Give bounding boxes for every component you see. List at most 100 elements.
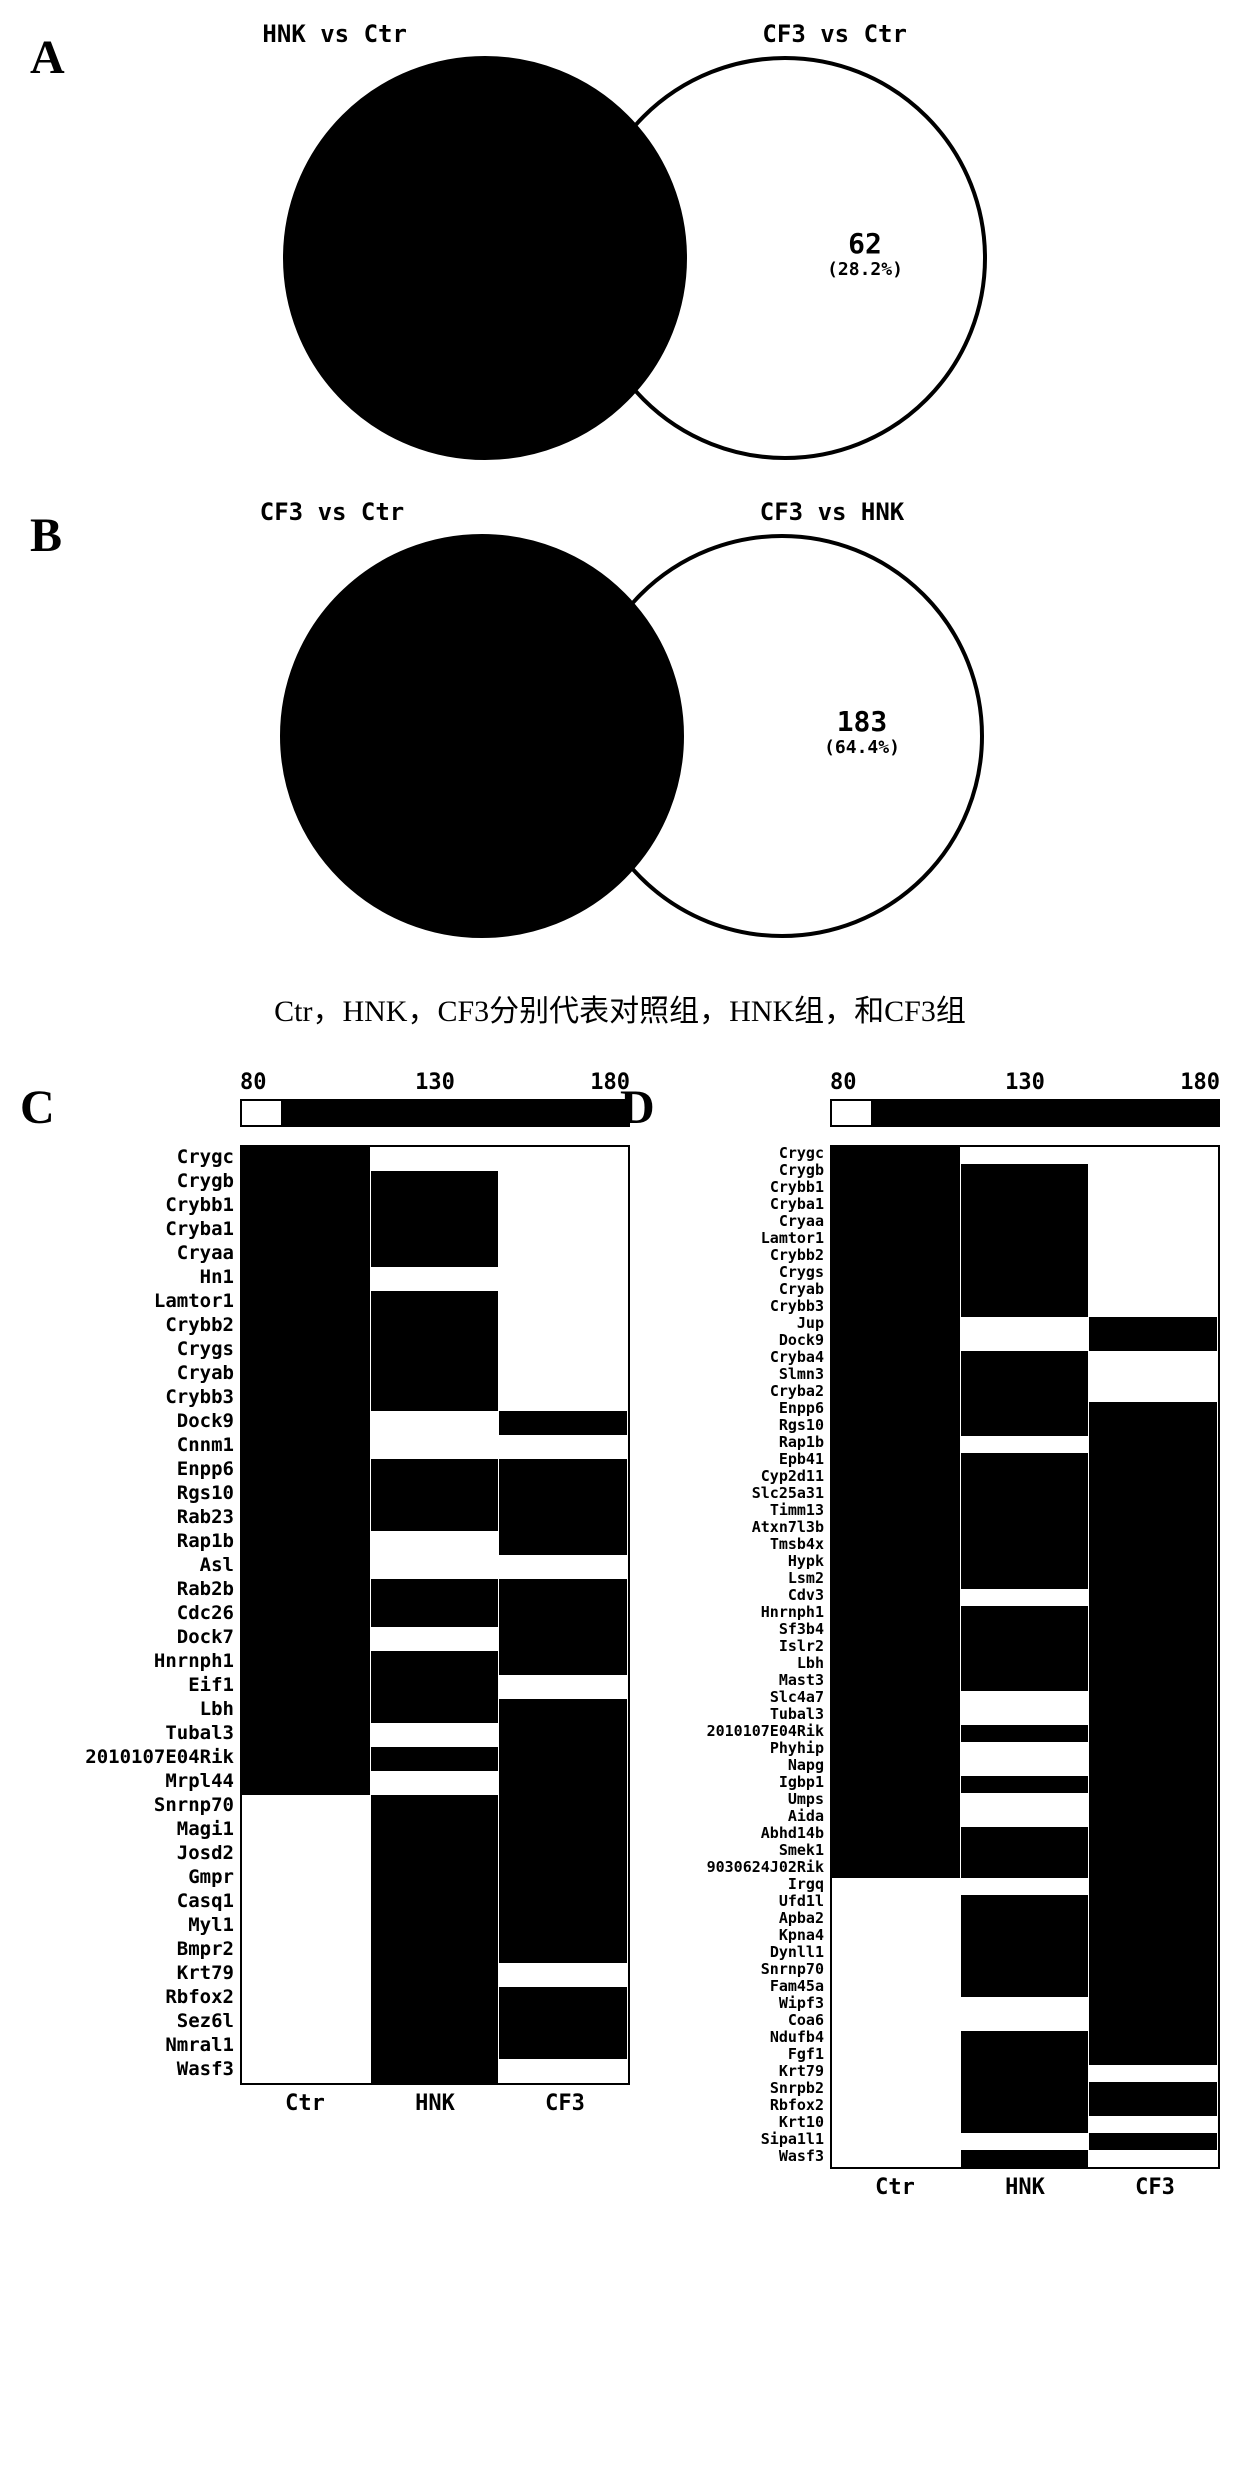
heatmap-cell [371,1603,500,1627]
heatmap-cell [832,1980,961,1997]
heatmap-cell [242,1867,371,1891]
heatmap-cell [1089,1759,1218,1776]
heatmap-cell [961,1419,1090,1436]
heatmap-cell [371,1579,500,1603]
heatmap-row-label: Wipf3 [779,1995,830,2012]
heatmap-cell [832,1912,961,1929]
heatmap-cell [499,1747,628,1771]
svg-text:62: 62 [848,227,882,260]
heatmap-cell [832,1317,961,1334]
heatmap-row [832,1334,1218,1351]
heatmap-row [832,1402,1218,1419]
heatmap-row [832,2116,1218,2133]
heatmap-row [832,1232,1218,1249]
heatmap-row [832,1844,1218,1861]
heatmap-cell [499,1987,628,2011]
heatmap-cell [371,2011,500,2035]
heatmap-row-label: Crybb2 [770,1247,830,1264]
heatmap-cell [1089,2116,1218,2133]
heatmap-row [242,1339,628,1363]
heatmap-cell [242,1459,371,1483]
heatmap-cell [961,1300,1090,1317]
heatmap-cell [961,1742,1090,1759]
heatmap-cell [832,1181,961,1198]
scale-tick: 130 [960,1070,1090,1095]
heatmap-cell [1089,1249,1218,1266]
heatmap-row [832,1708,1218,1725]
heatmap-row-label: Wasf3 [779,2148,830,2165]
heatmap-cell [1089,1572,1218,1589]
heatmap-cell [832,1674,961,1691]
heatmap-row [832,2014,1218,2031]
heatmap-cell [832,1691,961,1708]
heatmap-row [242,1915,628,1939]
heatmap-row-label: Rap1b [779,1434,830,1451]
heatmap-cell [1089,1487,1218,1504]
heatmap-cell [1089,1606,1218,1623]
heatmap-cell [961,1980,1090,1997]
heatmap-cell [242,1603,371,1627]
heatmap-row-label: Nmral1 [165,2033,240,2057]
heatmap-row [832,1776,1218,1793]
heatmap-row [832,1861,1218,1878]
heatmap-cell [499,1483,628,1507]
heatmap-cell [499,1555,628,1579]
heatmap-row-label: Hn1 [200,1265,240,1289]
heatmap-row [242,1747,628,1771]
panel-d-label: D [620,1080,655,1135]
heatmap-row-label: Crygb [779,1162,830,1179]
heatmap-row [242,1939,628,1963]
heatmap-row [832,1453,1218,1470]
heatmap-row-label: Rgs10 [177,1481,240,1505]
heatmap-cell [832,1827,961,1844]
heatmap-row [242,1843,628,1867]
heatmap-cell [832,1861,961,1878]
heatmap-column-label: Ctr [240,2091,370,2116]
heatmap-cell [832,1487,961,1504]
heatmap-row-label: Myl1 [188,1913,240,1937]
heatmap-cell [499,1459,628,1483]
heatmap-cell [961,1181,1090,1198]
heatmap-cell [961,2031,1090,2048]
heatmap-cell [1089,1725,1218,1742]
heatmap-row [832,1555,1218,1572]
heatmap-cell [371,1363,500,1387]
heatmap-row-label: Enpp6 [177,1457,240,1481]
heatmap-cell [1089,1317,1218,1334]
scale-tick: 180 [500,1070,630,1095]
heatmap-cell [242,1387,371,1411]
heatmap-row-label: Magi1 [177,1817,240,1841]
heatmap-row-label: Sf3b4 [779,1621,830,1638]
heatmap-cell [961,1589,1090,1606]
heatmap-row-label: Slmn3 [779,1366,830,1383]
heatmap-cell [832,1283,961,1300]
heatmap-cell [371,1963,500,1987]
heatmap-row [242,1483,628,1507]
heatmap-cell [961,1776,1090,1793]
heatmap-cell [832,2048,961,2065]
heatmap-row-label: Crygs [779,1264,830,1281]
heatmap-row-label: Crybb3 [770,1298,830,1315]
scale-tick: 130 [370,1070,500,1095]
heatmap-cell [1089,1470,1218,1487]
heatmap-cell [371,1843,500,1867]
heatmap-cell [832,1844,961,1861]
heatmap-cell [1089,1827,1218,1844]
heatmap-row-label: Crygc [177,1145,240,1169]
heatmap-row [832,1691,1218,1708]
heatmap-cell [961,1504,1090,1521]
heatmap-row-label: Cryab [779,1281,830,1298]
heatmap-cell [242,1843,371,1867]
heatmap-cell [832,1708,961,1725]
heatmap-cell [499,1267,628,1291]
heatmap-row [832,1963,1218,1980]
heatmap-cell [1089,1912,1218,1929]
heatmap-row [242,1555,628,1579]
heatmap-cell [832,2150,961,2167]
heatmap-cell [242,1219,371,1243]
heatmap-row [832,1181,1218,1198]
heatmap-row [242,1315,628,1339]
heatmap-row [832,2150,1218,2167]
heatmap-row [832,1504,1218,1521]
heatmap-row-label: Sez6l [177,2009,240,2033]
